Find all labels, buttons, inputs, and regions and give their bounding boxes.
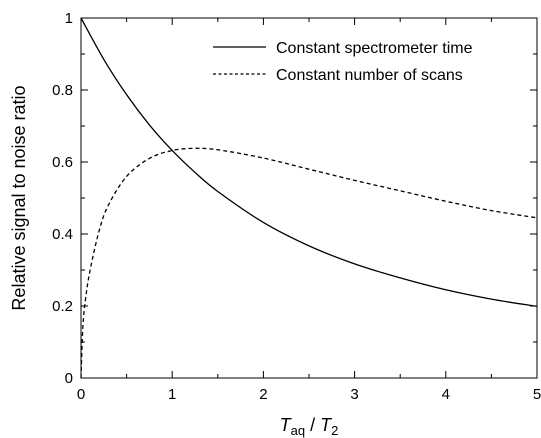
- y-tick-label: 1: [65, 10, 73, 27]
- x-tick-label: 0: [77, 386, 85, 403]
- legend-label-series-2: Constant number of scans: [276, 67, 463, 84]
- legend: Constant spectrometer time Constant numb…: [213, 40, 473, 84]
- y-tick-label: 0.8: [52, 82, 73, 99]
- y-tick-label: 0.2: [52, 298, 73, 315]
- x-tick-label: 1: [168, 386, 176, 403]
- y-tick-label: 0.6: [52, 154, 73, 171]
- series-line-2: [80, 147, 538, 379]
- tick-labels: 0 1 2 3 4 5 0 0.2 0.4 0.6 0.8 1: [52, 10, 541, 403]
- x-tick-label: 3: [350, 386, 358, 403]
- x-tick-label: 2: [259, 386, 267, 403]
- y-tick-label: 0: [65, 370, 73, 387]
- legend-label-series-1: Constant spectrometer time: [276, 40, 473, 57]
- y-tick-label: 0.4: [52, 226, 73, 243]
- y-axis-label: Relative signal to noise ratio: [9, 85, 29, 310]
- x-tick-label: 5: [533, 386, 541, 403]
- x-tick-label: 4: [442, 386, 450, 403]
- axis-ticks: [80, 17, 538, 379]
- series-line-1: [80, 17, 538, 308]
- series-lines: [80, 17, 538, 379]
- x-axis-label: Taq / T2: [280, 415, 339, 438]
